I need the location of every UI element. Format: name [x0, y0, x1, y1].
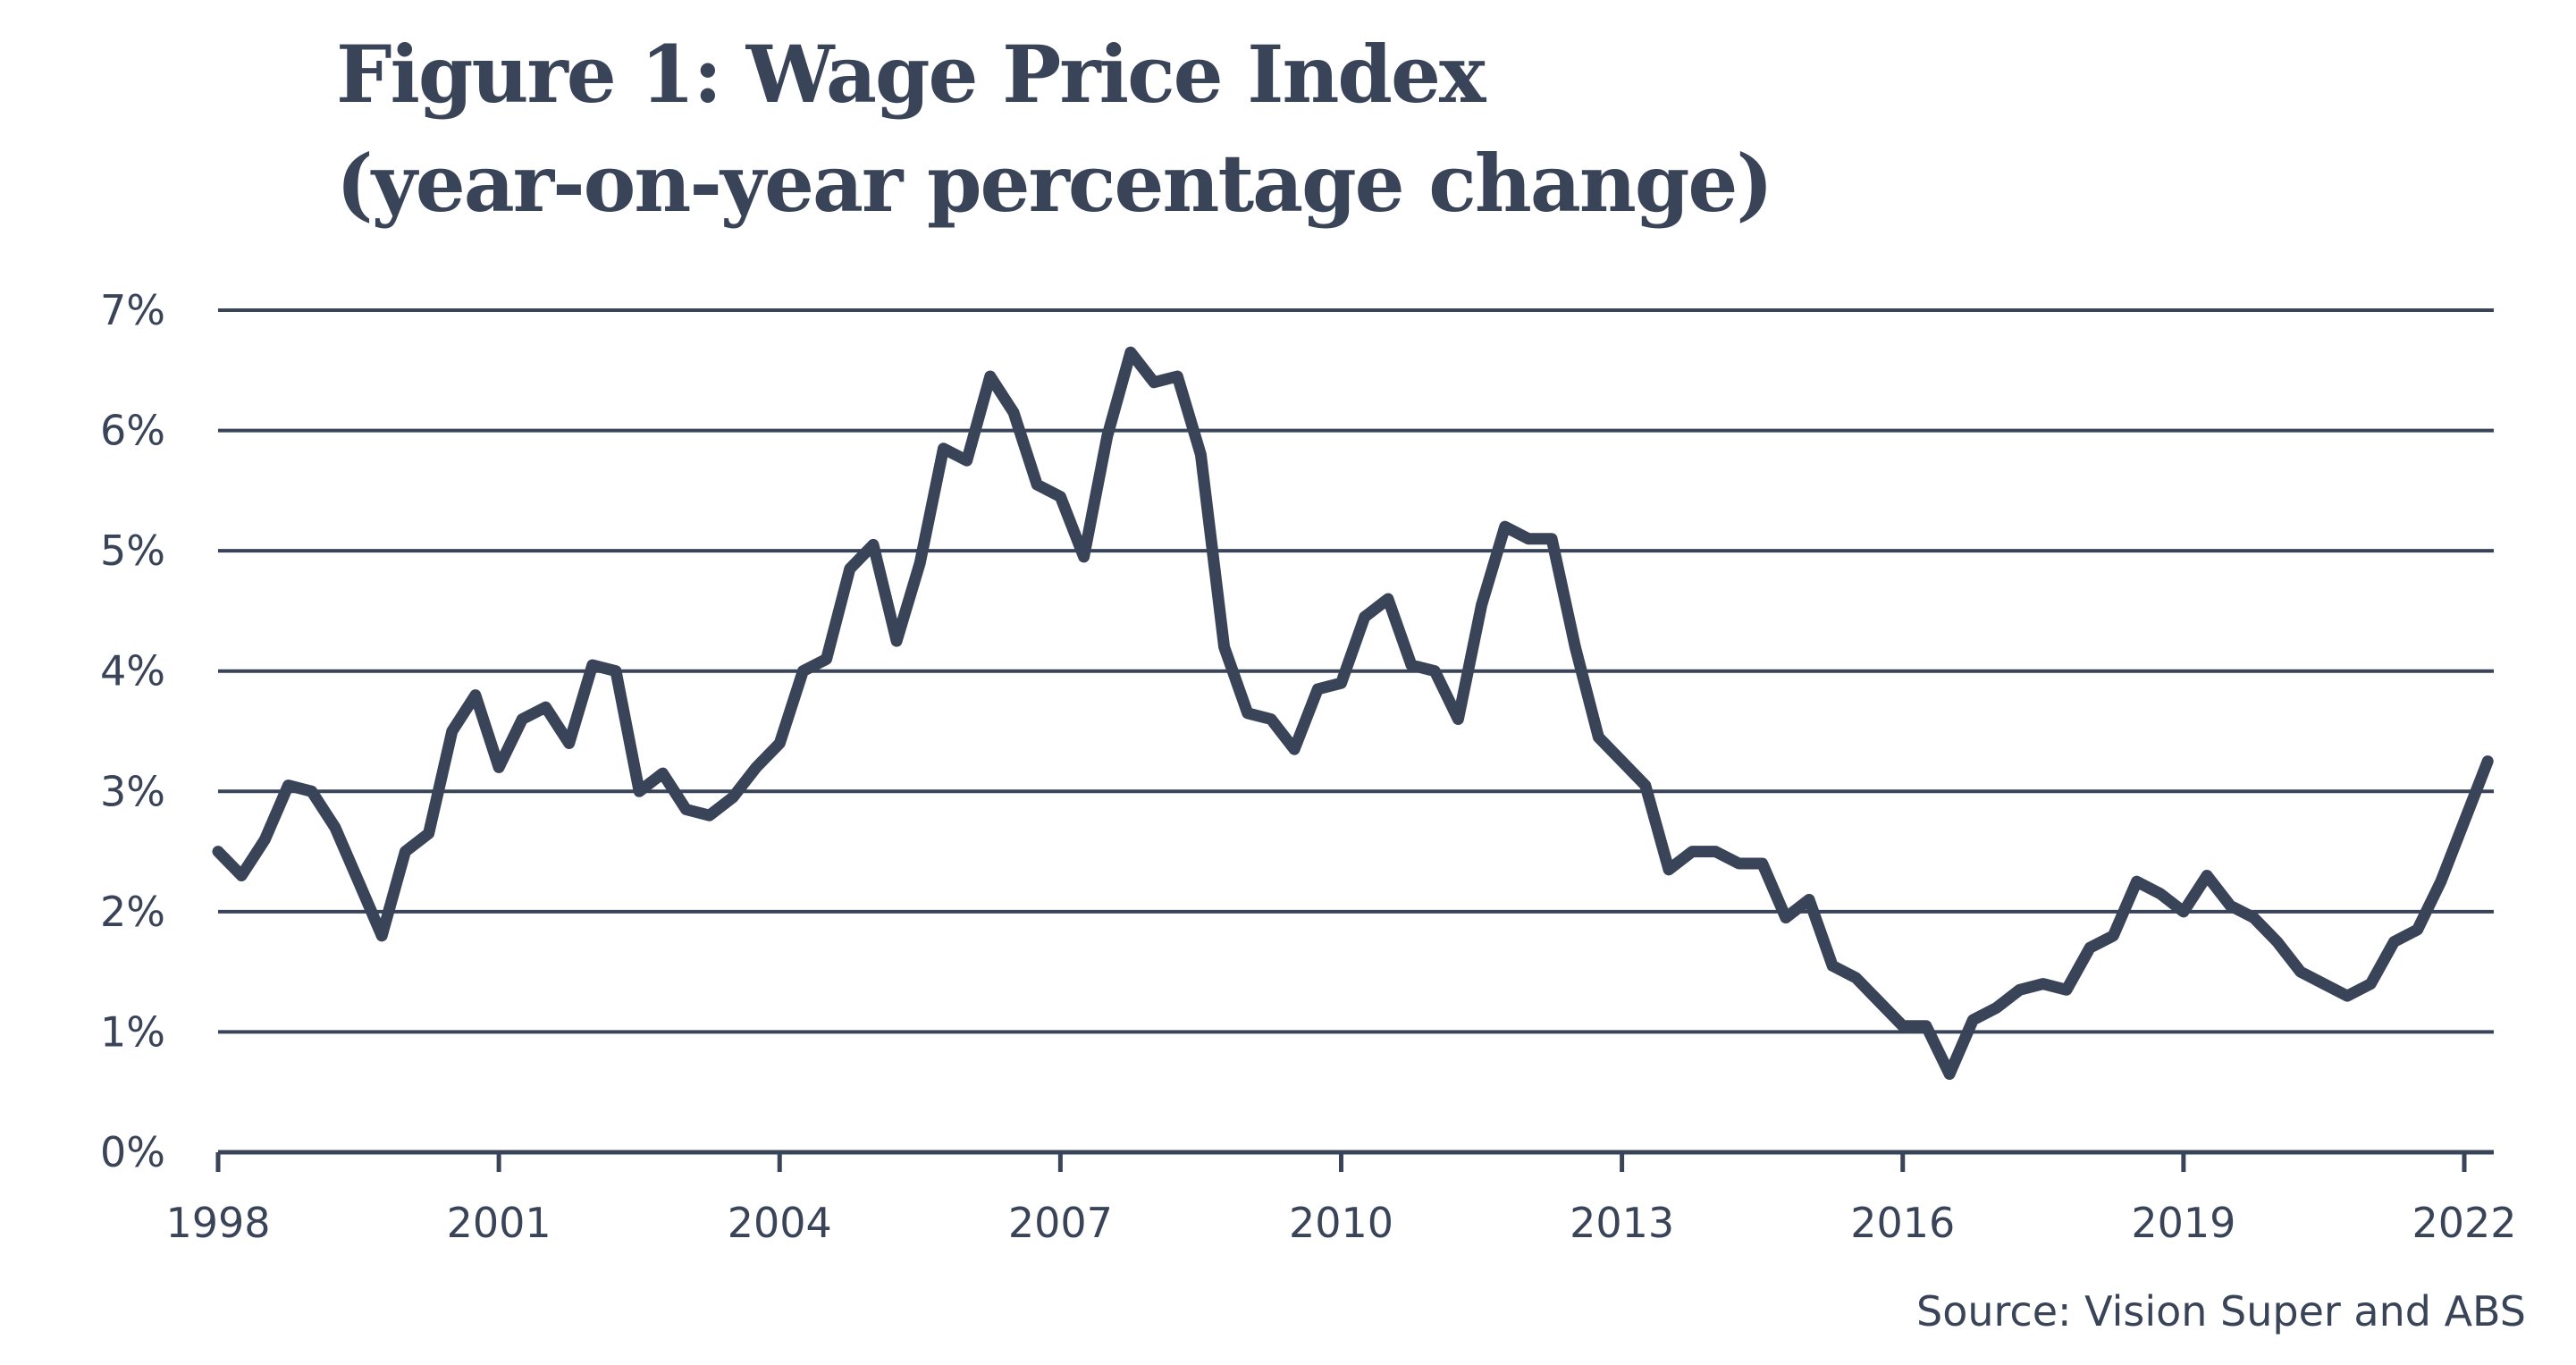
y-tick-label: 5% — [100, 527, 165, 575]
chart-title-line2: (year-on-year percentage change) — [336, 137, 1773, 230]
x-tick-label: 2010 — [1289, 1199, 1393, 1247]
y-tick-label: 7% — [100, 286, 165, 334]
x-tick-label: 2019 — [2131, 1199, 2235, 1247]
x-tick-label: 2016 — [1850, 1199, 1955, 1247]
y-tick-label: 4% — [100, 647, 165, 695]
x-tick-label: 1998 — [165, 1199, 270, 1247]
x-tick-label: 2007 — [1008, 1199, 1113, 1247]
chart-title: Figure 1: Wage Price Index (year-on-year… — [336, 20, 1773, 238]
x-tick-label: 2022 — [2412, 1199, 2516, 1247]
y-axis-labels: 0% 1% 2% 3% 4% 5% 6% 7% — [100, 286, 165, 1176]
y-tick-label: 1% — [100, 1007, 165, 1056]
x-tick-label: 2013 — [1570, 1199, 1674, 1247]
y-tick-label: 3% — [100, 767, 165, 815]
chart-title-line1: Figure 1: Wage Price Index — [336, 28, 1486, 121]
y-tick-label: 2% — [100, 888, 165, 936]
y-tick-label: 6% — [100, 407, 165, 455]
series-line — [212, 346, 2494, 1080]
series-wage-price-index — [212, 346, 2494, 1080]
y-tick-label: 0% — [100, 1128, 165, 1176]
x-axis: 1998 2001 2004 2007 2010 2013 2016 2019 2022 — [165, 1152, 2517, 1247]
x-tick-label: 2001 — [447, 1199, 551, 1247]
x-tick-label: 2004 — [728, 1199, 832, 1247]
source-note: Source: Vision Super and ABS — [1916, 1287, 2526, 1336]
